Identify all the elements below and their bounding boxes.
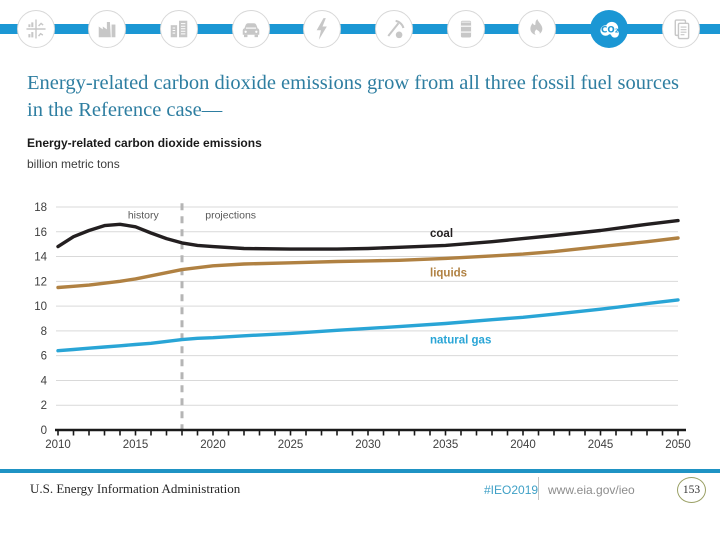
svg-text:CO₂: CO₂ (601, 25, 619, 35)
icon-bar-connector (0, 24, 720, 34)
industry-icon (98, 22, 116, 38)
icon-petroleum[interactable] (446, 10, 485, 48)
chart-heading: Energy-related carbon dioxide emissions (27, 136, 262, 150)
petroleum-icon (460, 20, 471, 38)
x-tick-label-2015: 2015 (123, 439, 149, 451)
series-line-liquids (56, 236, 680, 290)
y-tick-label-18: 18 (34, 202, 47, 214)
electricity-icon (316, 18, 328, 40)
series-line-coal (56, 218, 680, 251)
y-tick-label-6: 6 (41, 351, 47, 363)
footer-url: www.eia.gov/ieo (548, 483, 635, 497)
x-tick-label-2040: 2040 (510, 439, 536, 451)
footer-hashtag: #IEO2019 (484, 483, 539, 497)
annotation-natural-gas: natural gas (430, 335, 491, 347)
x-tick-label-2030: 2030 (355, 439, 381, 451)
icon-overview-charts[interactable] (16, 10, 55, 48)
coal-mining-icon (387, 19, 405, 39)
page-number: 153 (682, 484, 701, 496)
y-tick-label-10: 10 (34, 301, 47, 313)
page-number-badge: 153 (677, 477, 706, 503)
annotation-coal: coal (430, 228, 453, 240)
y-tick-label-8: 8 (41, 326, 47, 338)
overview-charts-icon (25, 19, 46, 39)
y-tick-label-2: 2 (41, 400, 47, 412)
natural-gas-icon (530, 19, 543, 36)
report-icon (674, 19, 690, 40)
annotation-history: history (128, 209, 160, 221)
icon-coal-mining[interactable] (375, 10, 413, 48)
x-tick-label-2025: 2025 (278, 439, 304, 451)
annotation-liquids: liquids (430, 268, 467, 280)
icon-buildings[interactable] (159, 10, 198, 48)
icon-electricity[interactable] (303, 10, 342, 48)
icon-co2-emissions[interactable]: CO₂ (590, 10, 629, 48)
transportation-icon (242, 23, 259, 38)
y-tick-label-16: 16 (34, 227, 47, 239)
y-tick-label-0: 0 (41, 425, 47, 437)
buildings-icon (170, 20, 188, 38)
co2-emissions-icon: CO₂ (600, 21, 620, 38)
y-tick-label-4: 4 (41, 375, 48, 387)
slide-title: Energy-related carbon dioxide emissions … (27, 72, 680, 122)
x-tick-label-2045: 2045 (588, 439, 614, 451)
icon-report[interactable] (661, 10, 700, 48)
y-tick-label-14: 14 (34, 252, 47, 264)
x-tick-label-2050: 2050 (665, 439, 691, 451)
footer-divider (538, 477, 539, 500)
footer-rule (0, 469, 720, 473)
x-tick-label-2010: 2010 (45, 439, 71, 451)
emissions-line-chart: 0 2 4 6 8 10 12 14 16 18 2010 2015 2020 2025 2030 2035 2… (34, 202, 691, 451)
chart-unit-label: billion metric tons (27, 157, 120, 171)
icon-natural-gas[interactable] (518, 10, 557, 48)
x-tick-label-2020: 2020 (200, 439, 226, 451)
annotation-projections: projections (205, 209, 256, 221)
series-line-natural-gas (56, 298, 680, 353)
x-tick-label-2035: 2035 (433, 439, 459, 451)
footer-organization: U.S. Energy Information Administration (30, 481, 241, 496)
icon-transportation[interactable] (231, 10, 270, 48)
y-tick-label-12: 12 (34, 276, 47, 288)
icon-industry[interactable] (88, 10, 127, 48)
topic-icon-bar: CO₂ (0, 0, 720, 58)
